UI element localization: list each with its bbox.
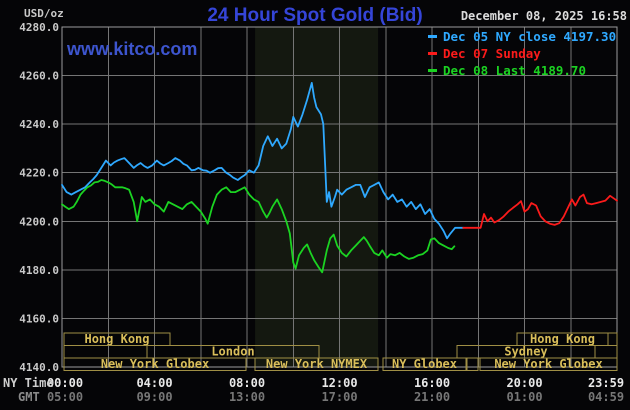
x-tick-label: 01:00 — [506, 390, 542, 404]
x-axis-ticks-nytime: 00:00 04:00 08:00 12:00 16:00 20:00 23:59 — [47, 376, 624, 390]
x-tick-label: 05:00 — [47, 390, 83, 404]
grid-layer — [62, 27, 617, 367]
nymex-session-shade — [255, 27, 379, 367]
x-tick-label: 13:00 — [229, 390, 265, 404]
x-tick-label: 23:59 — [588, 376, 624, 390]
session-label: Hong Kong — [530, 332, 595, 346]
x-tick-label: 09:00 — [136, 390, 172, 404]
session-label: New York Globex — [101, 357, 209, 371]
legend-item-1: Dec 07 Sunday — [428, 46, 628, 63]
y-axis-ticks: 4280.0 4260.0 4240.0 4220.0 4200.0 4180.0 4160… — [19, 21, 59, 374]
legend-label: Dec 08 Last 4189.70 — [443, 63, 586, 78]
legend-dash-icon — [428, 68, 437, 72]
x-tick-label: 21:00 — [414, 390, 450, 404]
session-box — [382, 357, 467, 371]
kitco-watermark-link[interactable]: www.kitco.com — [67, 39, 198, 59]
legend-label: Dec 07 Sunday — [443, 46, 541, 61]
session-box — [607, 332, 618, 346]
y-tick-label: 4140.0 — [19, 361, 59, 374]
datetime-label: December 08, 2025 16:58 — [460, 9, 627, 23]
y-tick-label: 4240.0 — [19, 118, 59, 131]
chart-title: 24 Hour Spot Gold (Bid) — [207, 5, 423, 26]
session-box — [479, 357, 618, 371]
x-tick-label: 00:00 — [47, 376, 83, 390]
legend-dash-icon — [428, 51, 437, 55]
session-box — [63, 357, 247, 371]
ny-time-axis-label: NY Time — [3, 376, 54, 390]
series-line-dec-08-last — [61, 179, 456, 274]
x-tick-label: 16:00 — [414, 376, 450, 390]
x-tick-label: 17:00 — [321, 390, 357, 404]
y-tick-label: 4220.0 — [19, 167, 59, 180]
y-tick-label: 4260.0 — [19, 70, 59, 83]
session-label: NY Globex — [392, 357, 457, 371]
x-tick-label: 12:00 — [321, 376, 357, 390]
session-label: Hong Kong — [84, 332, 149, 346]
legend-dash-icon — [428, 34, 437, 38]
y-axis-unit-label: USD/oz — [24, 7, 64, 20]
session-box — [466, 357, 479, 371]
session-label: Sydney — [504, 345, 547, 359]
legend-item-0: Dec 05 NY close 4197.30 — [428, 29, 628, 46]
session-label: New York Globex — [494, 357, 602, 371]
legend: Dec 05 NY close 4197.30 Dec 07 Sunday Dec … — [428, 29, 628, 80]
x-tick-label: 04:00 — [136, 376, 172, 390]
session-box — [254, 357, 379, 371]
x-tick-label: 08:00 — [229, 376, 265, 390]
series-line-dec-05-ny-close — [61, 82, 465, 240]
y-tick-label: 4280.0 — [19, 21, 59, 34]
y-tick-label: 4160.0 — [19, 312, 59, 325]
legend-item-2: Dec 08 Last 4189.70 — [428, 63, 628, 80]
legend-label: Dec 05 NY close 4197.30 — [443, 29, 617, 44]
x-tick-label: 04:59 — [588, 390, 624, 404]
y-tick-label: 4180.0 — [19, 264, 59, 277]
gmt-axis-label: GMT — [18, 390, 40, 404]
y-tick-label: 4200.0 — [19, 215, 59, 228]
session-label: London — [211, 345, 254, 359]
x-axis-ticks-gmt: 05:00 09:00 13:00 17:00 21:00 01:00 04:59 — [47, 390, 624, 404]
plot-border — [61, 26, 618, 368]
session-label: New York NYMEX — [266, 357, 368, 371]
series-line-dec-07-sunday — [462, 193, 618, 229]
x-tick-label: 20:00 — [506, 376, 542, 390]
